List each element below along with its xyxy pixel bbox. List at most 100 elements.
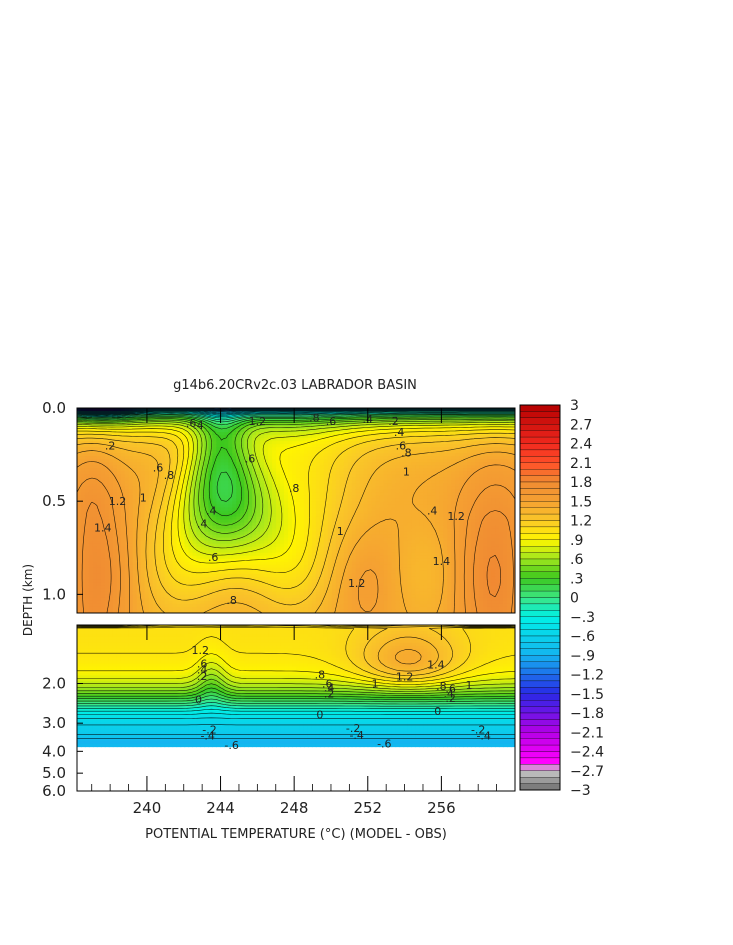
field-cell [164,528,170,533]
field-cell [220,525,225,530]
field-cell [100,564,106,569]
field-cell [124,462,130,466]
field-cell [343,507,349,512]
field-cell [315,453,321,457]
field-cell [327,609,333,613]
field-cell [112,591,118,596]
field-cell [343,450,349,454]
field-cell [232,540,237,545]
field-cell [156,609,162,613]
field-cell [323,537,329,542]
field-cell [160,492,166,497]
field-cell [128,498,134,503]
field-cell [200,489,206,494]
field-cell [176,471,182,475]
field-cell [184,453,190,457]
field-cell [236,585,241,590]
field-cell [288,510,293,515]
field-cell [88,459,94,463]
field-cell [319,429,325,433]
field-cell [284,465,289,469]
field-cell [116,546,122,551]
field-cell [140,552,146,557]
field-cell [220,606,225,611]
field-cell [216,561,221,566]
field-cell [220,582,225,587]
field-cell [343,504,349,509]
field-cell [315,444,321,448]
field-cell [292,438,297,442]
field-cell [339,504,345,509]
field-cell [160,525,166,530]
field-cell [132,426,138,430]
field-cell [148,504,154,509]
field-cell [351,567,357,572]
field-cell [128,555,134,560]
field-cell [116,585,122,590]
field-cell [204,423,209,427]
field-cell [77,558,82,563]
field-cell [208,513,213,518]
field-cell [100,516,106,521]
field-cell [331,450,337,454]
field-cell [104,552,110,557]
field-cell [236,546,241,551]
field-cell [224,588,229,593]
field-cell [184,519,190,524]
field-cell [148,453,154,457]
field-cell [128,513,134,518]
field-cell [160,468,166,472]
field-cell [140,543,146,548]
field-cell [264,435,269,439]
field-cell [204,450,209,454]
field-cell [77,483,82,487]
field-cell [276,591,281,596]
field-cell [212,558,217,563]
field-cell [132,423,138,427]
field-cell [276,426,281,430]
field-cell [355,549,361,554]
field-cell [80,414,86,418]
field-cell [319,498,325,503]
field-cell [240,606,245,611]
field-cell [276,528,281,533]
field-cell [311,597,317,602]
field-cell [77,450,82,454]
field-cell [288,549,293,554]
field-cell [359,480,365,484]
field-cell [224,492,229,497]
field-cell [224,471,229,475]
field-cell [200,606,206,611]
field-cell [92,516,98,521]
field-cell [144,561,150,566]
field-cell [192,516,198,521]
field-cell [319,534,325,539]
field-cell [355,573,361,578]
field-cell [216,510,221,515]
field-cell [128,432,134,436]
field-cell [92,465,98,469]
field-cell [96,474,102,478]
field-cell [200,438,206,442]
field-cell [132,555,138,560]
field-cell [303,429,309,433]
field-cell [92,528,98,533]
field-cell [164,501,170,506]
field-cell [276,582,281,587]
field-cell [276,423,281,427]
field-cell [248,531,253,536]
field-cell [252,603,257,608]
field-cell [236,423,241,427]
field-cell [240,444,245,448]
field-cell [200,477,206,481]
field-cell [228,507,233,512]
field-cell [108,432,114,436]
field-cell [319,420,325,424]
field-cell [96,501,102,506]
field-cell [77,480,82,484]
field-cell [236,507,241,512]
field-cell [108,459,114,463]
field-cell [80,504,86,509]
field-cell [112,453,118,457]
field-cell [84,450,90,454]
